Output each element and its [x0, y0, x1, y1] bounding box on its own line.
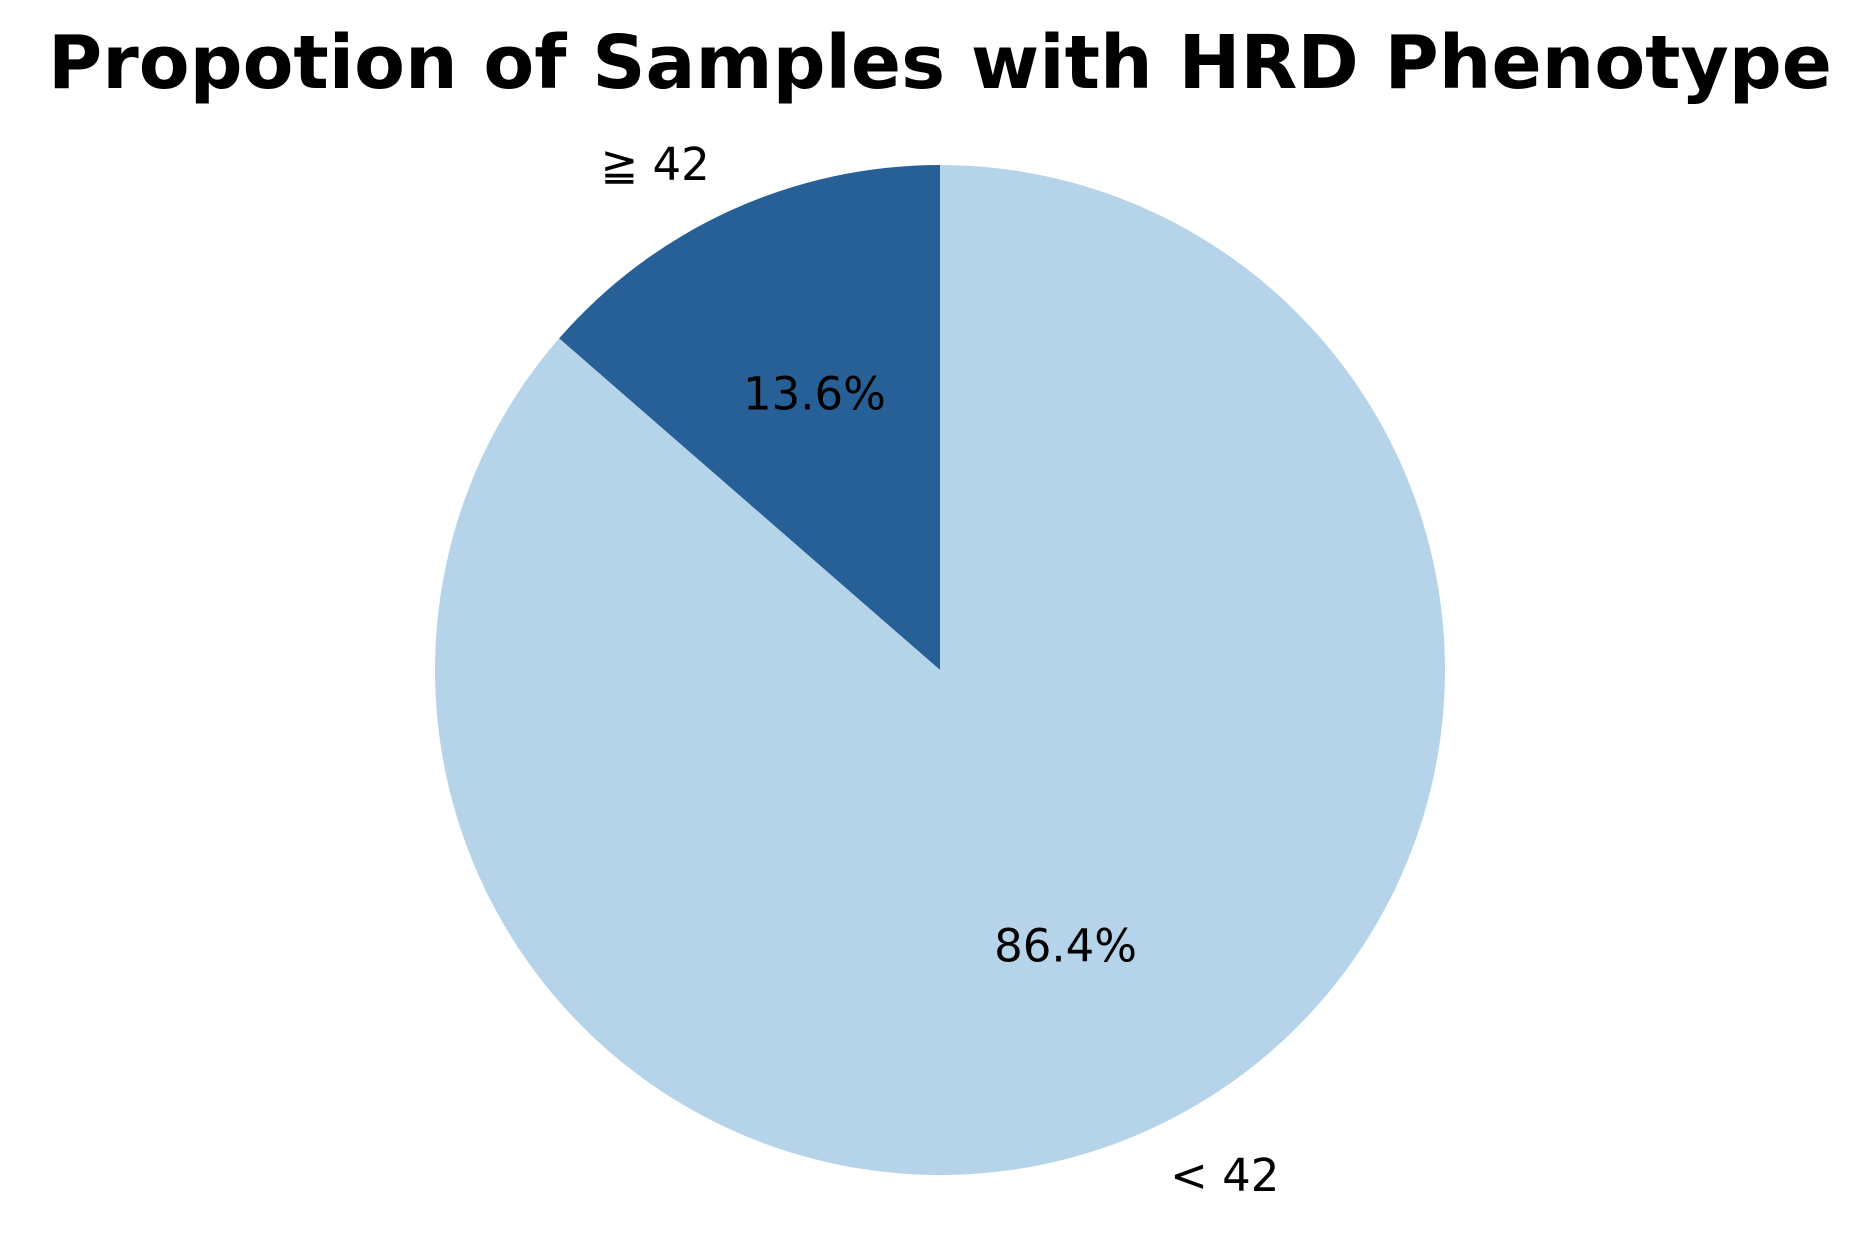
slice-label-0: ≧ 42 [601, 138, 710, 191]
pie-slice-0 [559, 165, 940, 670]
slice-label-1: < 42 [1170, 1149, 1279, 1202]
pie-slice-1 [435, 165, 1445, 1175]
slice-pct-label-1: 86.4% [994, 919, 1137, 972]
slice-pct-label-0: 13.6% [743, 368, 886, 421]
pie-labels: ≧ 42 13.6% < 42 86.4% [601, 138, 1280, 1202]
chart-title: Propotion of Samples with HRD Phenotype [48, 20, 1832, 106]
pie-slices [435, 165, 1445, 1175]
